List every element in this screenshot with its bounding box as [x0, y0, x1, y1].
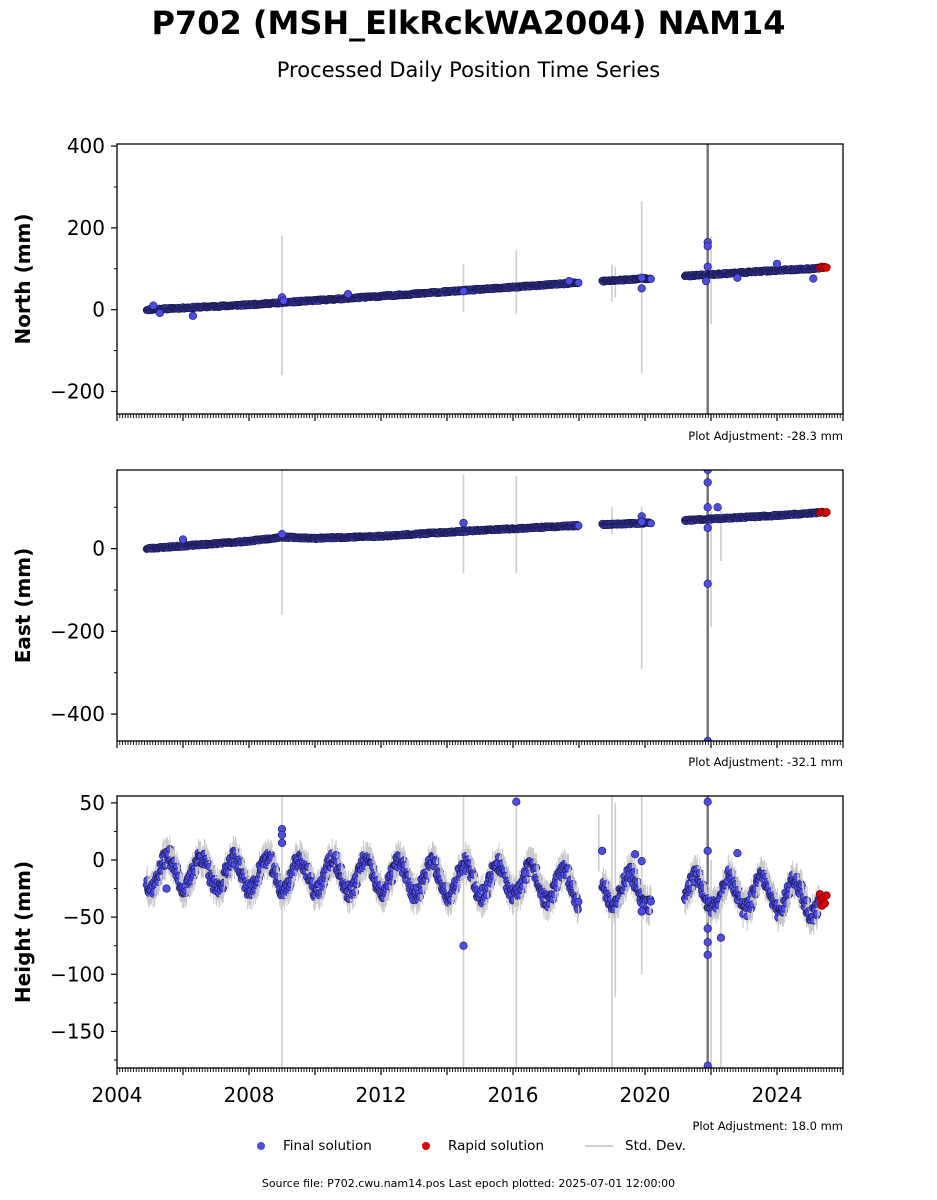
final-solution-outlier: [703, 579, 712, 588]
final-solution-outlier: [149, 301, 158, 310]
panel-frame: [116, 469, 844, 742]
final-solution-outlier: [809, 274, 818, 283]
final-solution-point: [647, 519, 655, 528]
y-tick-label: −200: [50, 619, 105, 643]
y-tick-label: 0: [92, 537, 105, 561]
chart-title: P702 (MSH_ElkRckWA2004) NAM14: [151, 4, 786, 42]
panel-data-0: [142, 144, 831, 414]
plot-adjustment-label: Plot Adjustment: -28.3 mm: [688, 429, 843, 443]
rapid-solution-point: [822, 508, 831, 517]
final-solution-outlier: [701, 276, 711, 286]
final-solution-point: [574, 521, 583, 530]
final-solution-outlier: [637, 273, 646, 282]
y-tick-label: −200: [50, 380, 105, 404]
final-solution-outlier: [564, 276, 574, 286]
final-solution-outlier: [188, 311, 197, 320]
y-axis-label: East (mm): [11, 548, 35, 664]
y-tick-label: 200: [67, 216, 105, 240]
panel-0: −200 0 200 400 North (mm) Plot Adjustment: -2…: [11, 134, 844, 443]
final-solution-outlier: [637, 517, 646, 526]
y-tick-label: 0: [92, 298, 105, 322]
final-solution-outlier: [703, 503, 712, 512]
final-solution-outlier: [703, 736, 712, 741]
final-solution-outlier: [637, 284, 646, 293]
final-solution-outlier: [703, 242, 712, 251]
final-solution-outlier: [279, 296, 288, 305]
final-solution-outlier: [703, 478, 712, 487]
y-tick-label: 400: [67, 134, 105, 158]
final-solution-outlier: [772, 259, 782, 268]
panel-data-2: [142, 796, 831, 1068]
rapid-solution-point: [822, 263, 831, 272]
final-solution-point: [647, 275, 655, 283]
final-solution-outlier: [178, 535, 188, 544]
panel-data-1: [142, 470, 831, 741]
chart-subtitle: Processed Daily Position Time Series: [276, 58, 661, 82]
final-solution-outlier: [343, 290, 353, 299]
y-axis-label: North (mm): [11, 213, 35, 344]
final-solution-outlier: [713, 503, 722, 512]
final-solution-outlier: [733, 273, 742, 282]
final-solution-outlier: [459, 518, 468, 528]
final-solution-outlier: [703, 262, 712, 271]
final-solution-outlier: [277, 530, 287, 539]
final-solution-outlier: [155, 308, 164, 318]
plot-adjustment-label: Plot Adjustment: -32.1 mm: [688, 755, 843, 769]
y-tick-label: −400: [50, 702, 105, 726]
final-solution-outlier: [459, 287, 468, 296]
final-solution-point: [574, 278, 583, 287]
panel-1: −400 −200 0 East (mm) Plot Adjustment: -32.1…: [11, 469, 844, 769]
final-solution-outlier: [703, 523, 712, 533]
